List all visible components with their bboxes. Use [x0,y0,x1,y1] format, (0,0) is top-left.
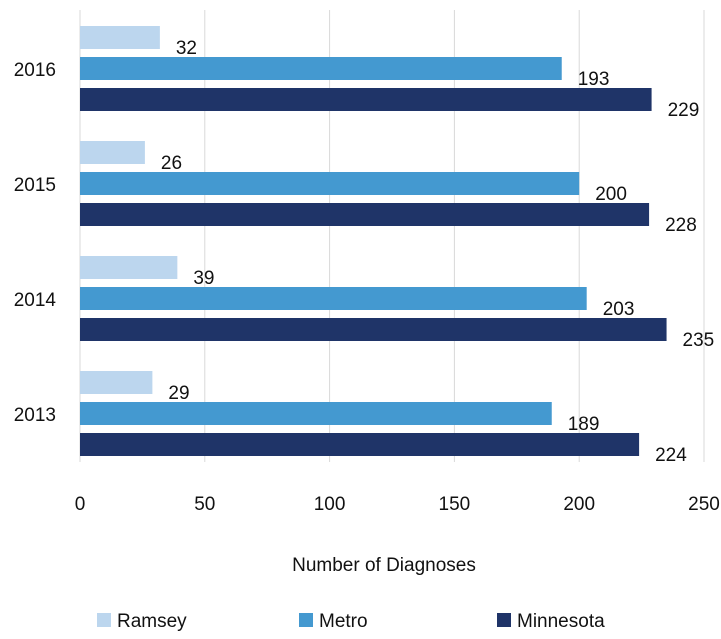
x-axis-ticks: 0 50 100 150 200 250 [75,494,720,515]
legend: Ramsey Metro Minnesota [97,611,605,632]
legend-swatch-minnesota [497,613,511,627]
data-label: 32 [176,38,197,59]
bar-minnesota-2013 [80,433,640,456]
data-label: 228 [665,215,697,236]
data-label: 203 [603,299,635,320]
x-tick-label: 250 [688,494,720,515]
bar-ramsey-2014 [80,256,178,279]
legend-label: Ramsey [117,611,187,632]
x-tick-label: 50 [194,494,215,515]
bar-ramsey-2015 [80,141,145,164]
bar-ramsey-2016 [80,26,160,49]
y-axis-ticks: 2016 2015 2014 2013 [14,60,57,426]
data-label: 26 [161,153,182,174]
x-tick-label: 0 [75,494,86,515]
bar-ramsey-2013 [80,371,153,394]
data-label: 224 [655,445,687,466]
x-tick-label: 150 [439,494,471,515]
legend-swatch-ramsey [97,613,111,627]
data-labels: 32 193 229 26 200 228 39 203 235 29 189 224 [161,38,714,466]
y-tick-label: 2015 [14,175,56,196]
legend-label: Minnesota [517,611,605,632]
data-label: 229 [668,100,700,121]
bar-metro-2015 [80,172,580,195]
bar-metro-2013 [80,402,552,425]
legend-swatch-metro [299,613,313,627]
data-label: 193 [578,69,610,90]
legend-label: Metro [319,611,368,632]
y-tick-label: 2013 [14,405,56,426]
x-tick-label: 100 [314,494,346,515]
x-axis-title: Number of Diagnoses [292,555,476,576]
bars [80,26,667,456]
bar-minnesota-2015 [80,203,650,226]
gridlines [79,10,705,462]
data-label: 235 [683,330,715,351]
y-tick-label: 2014 [14,290,57,311]
data-label: 29 [168,383,189,404]
bar-minnesota-2014 [80,318,667,341]
x-tick-label: 200 [563,494,595,515]
data-label: 189 [568,414,600,435]
bar-metro-2016 [80,57,562,80]
data-label: 200 [595,184,627,205]
y-tick-label: 2016 [14,60,56,81]
data-label: 39 [193,268,214,289]
bar-metro-2014 [80,287,587,310]
bar-minnesota-2016 [80,88,652,111]
